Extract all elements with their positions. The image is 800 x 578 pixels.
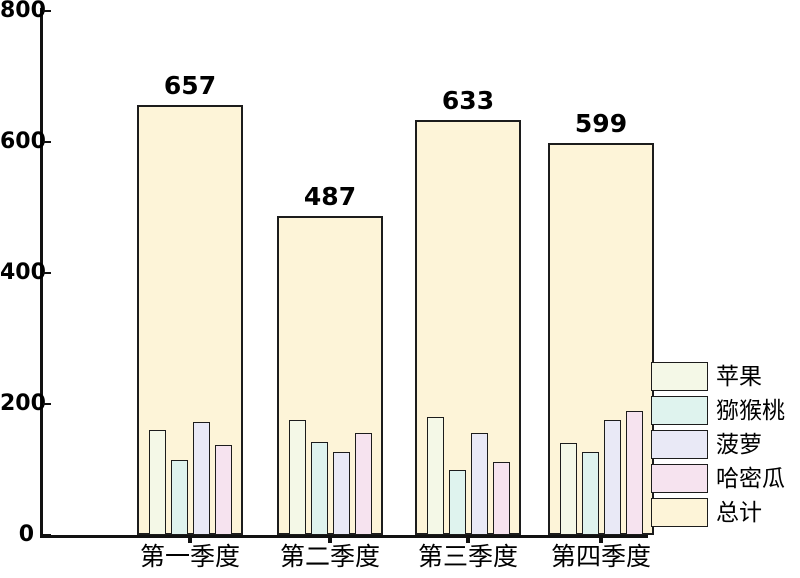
fruit-bar (311, 441, 328, 535)
x-tick (599, 535, 603, 543)
fruit-bar (427, 417, 444, 535)
x-axis-line (40, 535, 648, 538)
y-tick (43, 141, 51, 143)
legend-swatch (651, 498, 708, 527)
legend-swatch (651, 430, 708, 459)
y-tick-label: 0 (18, 522, 34, 547)
legend-label: 总计 (716, 500, 762, 525)
x-tick-label: 第三季度 (417, 544, 518, 571)
x-tick-label: 第四季度 (550, 544, 651, 571)
total-value-label: 633 (441, 86, 495, 116)
y-tick-label: 200 (0, 391, 46, 416)
legend-label: 哈密瓜 (716, 466, 785, 491)
fruit-bar (582, 451, 599, 535)
fruit-bar (626, 410, 643, 535)
total-value-label: 599 (574, 108, 628, 138)
fruit-bar (193, 422, 210, 535)
x-tick-label: 第一季度 (139, 544, 240, 571)
x-tick (188, 535, 192, 543)
fruit-bar (171, 459, 188, 535)
fruit-bar (449, 469, 466, 535)
legend-swatch (651, 464, 708, 493)
legend-swatch (651, 362, 708, 391)
total-value-label: 657 (163, 70, 217, 100)
y-tick (43, 403, 51, 405)
legend-swatch (651, 396, 708, 425)
y-tick (43, 10, 51, 12)
fruit-bar (471, 433, 488, 535)
fruit-bar (560, 443, 577, 535)
y-tick-label: 600 (0, 129, 46, 154)
x-tick (328, 535, 332, 543)
fruit-bar (493, 461, 510, 535)
y-tick-label: 400 (0, 260, 46, 285)
legend-label: 猕猴桃 (716, 398, 785, 423)
fruit-bar (289, 420, 306, 535)
fruit-bar (355, 433, 372, 535)
y-tick-label: 800 (0, 0, 46, 23)
fruit-bar (604, 420, 621, 535)
y-tick (43, 272, 51, 274)
legend-label: 苹果 (716, 364, 762, 389)
y-tick (43, 534, 51, 536)
fruit-bar (215, 444, 232, 535)
fruit-bar (333, 451, 350, 535)
x-tick (466, 535, 470, 543)
fruit-bar (149, 430, 166, 535)
legend-label: 菠萝 (716, 432, 762, 457)
total-value-label: 487 (303, 182, 357, 211)
x-tick-label: 第二季度 (279, 544, 380, 571)
y-axis-line (40, 8, 43, 538)
